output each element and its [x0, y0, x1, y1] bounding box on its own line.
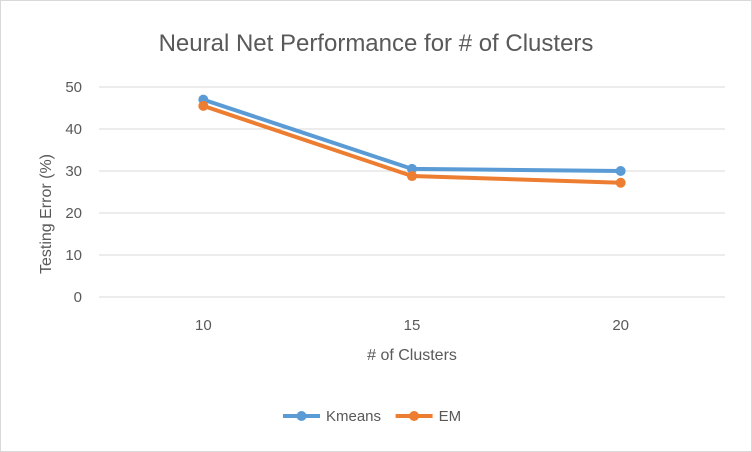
- data-point: [615, 177, 626, 188]
- x-tick-label: 10: [195, 317, 212, 334]
- legend-marker: [296, 411, 307, 421]
- y-tick-labels: 0 10 20 30 40 50: [65, 79, 82, 306]
- x-tick-label: 20: [612, 317, 629, 334]
- data-point: [198, 100, 209, 111]
- y-tick-label: 0: [74, 289, 82, 306]
- legend-marker: [409, 411, 420, 421]
- data-point: [407, 163, 417, 174]
- legend-item: EM: [395, 408, 462, 425]
- series-group: [198, 94, 626, 188]
- legend-label: Kmeans: [326, 408, 381, 425]
- y-tick-label: 50: [65, 79, 82, 96]
- x-axis-label: # of Clusters: [367, 347, 457, 364]
- y-axis-label: Testing Error (%): [38, 154, 55, 274]
- y-tick-label: 40: [65, 121, 82, 138]
- y-tick-label: 20: [65, 205, 82, 222]
- legend: Kmeans EM: [283, 408, 461, 425]
- x-tick-labels: 10 15 20: [195, 317, 629, 334]
- series-kmeans: [198, 94, 626, 176]
- y-tick-label: 30: [65, 163, 82, 180]
- series-line: [201, 97, 623, 173]
- chart-title: Neural Net Performance for # of Clusters: [159, 30, 594, 57]
- series-em: [198, 100, 626, 188]
- x-tick-label: 15: [404, 317, 421, 334]
- data-point: [407, 171, 417, 182]
- legend-item: Kmeans: [283, 408, 381, 425]
- y-tick-label: 10: [65, 247, 82, 264]
- data-point: [615, 166, 626, 176]
- gridlines: [99, 86, 725, 298]
- legend-label: EM: [439, 408, 462, 425]
